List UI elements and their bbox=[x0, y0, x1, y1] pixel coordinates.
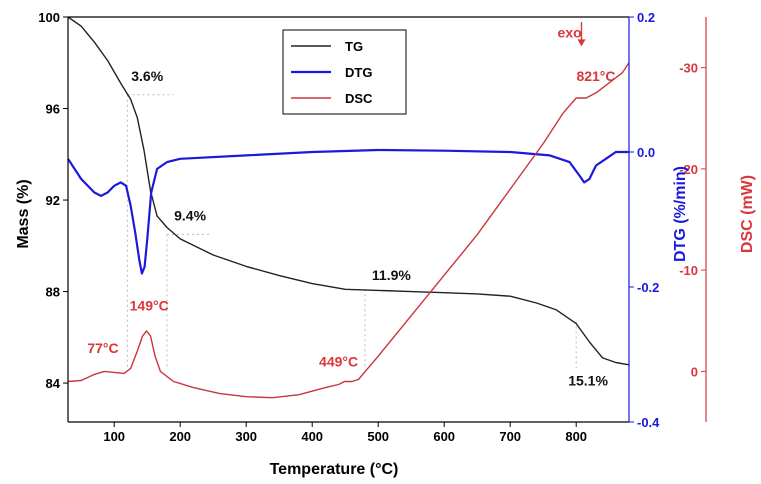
annotation-label: 11.9% bbox=[372, 267, 411, 283]
annotation-label: 3.6% bbox=[131, 68, 163, 84]
mass-axis-title: Mass (%) bbox=[15, 179, 32, 248]
x-tick-label: 300 bbox=[235, 429, 257, 444]
dsc-axis-title: DSC (mW) bbox=[739, 175, 756, 253]
dtg-tick-label: 0.0 bbox=[637, 145, 655, 160]
dsc-tick-label: -20 bbox=[679, 162, 698, 177]
series-layer bbox=[67, 16, 630, 399]
annotation-label: 449°C bbox=[319, 353, 358, 369]
dtg-tick-label: -0.4 bbox=[637, 415, 660, 430]
legend-label: TG bbox=[345, 39, 363, 54]
annotation-label: 9.4% bbox=[174, 208, 206, 224]
x-tick-label: 100 bbox=[103, 429, 125, 444]
annotation-label: 821°C bbox=[576, 68, 615, 84]
dsc-tick-label: -10 bbox=[679, 263, 698, 278]
series-dtg-line bbox=[67, 148, 629, 275]
annotation-label: 77°C bbox=[87, 340, 118, 356]
dtg-tick-label: 0.2 bbox=[637, 10, 655, 25]
dsc-tick-label: 0 bbox=[691, 364, 698, 379]
x-tick-label: 200 bbox=[169, 429, 191, 444]
axes-layer: 100 200 300 400 500 600 700 800 84 88 92 96 100 -0.4 -… bbox=[38, 10, 707, 444]
mass-tick-label: 100 bbox=[38, 10, 60, 25]
x-tick-label: 400 bbox=[301, 429, 323, 444]
series-dsc-line bbox=[67, 62, 630, 399]
legend-label: DSC bbox=[345, 91, 373, 106]
dtg-tick-label: -0.2 bbox=[637, 280, 659, 295]
guide-lines bbox=[126, 94, 577, 370]
mass-tick-label: 88 bbox=[46, 285, 60, 300]
mass-tick-label: 96 bbox=[46, 102, 60, 117]
x-tick-label: 800 bbox=[565, 429, 587, 444]
mass-tick-label: 84 bbox=[46, 376, 61, 391]
x-tick-label: 700 bbox=[499, 429, 521, 444]
exo-arrowhead-icon bbox=[577, 39, 586, 47]
annotation-label: exo bbox=[558, 24, 582, 40]
legend: TG DTG DSC bbox=[282, 29, 407, 115]
series-tg-line bbox=[67, 16, 630, 366]
annotations-layer: 3.6% 9.4% 11.9% 15.1% 77°C 149°C 449°C 821°C exo bbox=[87, 22, 616, 388]
mass-tick-label: 92 bbox=[46, 193, 60, 208]
dsc-tick-label: -30 bbox=[679, 61, 698, 76]
annotation-label: 149°C bbox=[130, 298, 169, 314]
x-axis-title: Temperature (°C) bbox=[270, 461, 399, 478]
annotation-label: 15.1% bbox=[568, 372, 608, 388]
dtg-axis-title: DTG (%/min) bbox=[672, 166, 689, 262]
x-tick-label: 600 bbox=[433, 429, 455, 444]
x-tick-label: 500 bbox=[367, 429, 389, 444]
legend-label: DTG bbox=[345, 65, 372, 80]
